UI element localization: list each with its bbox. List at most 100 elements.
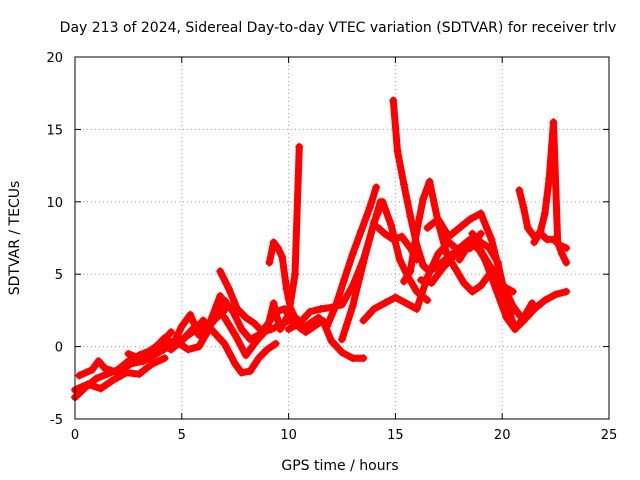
data-point-marker <box>476 209 485 218</box>
data-point-marker <box>220 296 229 305</box>
series-line <box>400 178 493 296</box>
data-point-marker <box>167 328 176 337</box>
data-point-marker <box>338 335 346 344</box>
data-point-marker <box>173 338 182 347</box>
data-point-marker <box>380 299 389 308</box>
x-tick-label: 25 <box>601 428 618 443</box>
y-axis-title: SDTVAR / TECUs <box>7 181 23 296</box>
data-point-marker <box>423 296 432 305</box>
data-point-marker <box>502 299 511 308</box>
data-point-marker <box>269 238 278 247</box>
data-point-marker <box>487 235 496 244</box>
data-point-marker <box>160 333 169 342</box>
data-point-marker <box>109 375 118 384</box>
data-point-marker <box>241 351 250 360</box>
data-point-marker <box>231 359 240 368</box>
data-point-marker <box>530 238 539 247</box>
x-axis-ticks: 0 5 10 15 20 25 <box>71 57 617 443</box>
data-point-marker <box>250 319 259 328</box>
y-tick-label: 20 <box>46 51 63 66</box>
data-point-marker <box>100 364 109 373</box>
data-point-marker <box>310 322 319 331</box>
data-point-marker <box>399 277 408 286</box>
data-point-marker <box>397 232 406 241</box>
data-point-marker <box>389 235 398 244</box>
data-point-marker <box>387 220 396 229</box>
data-point-marker <box>278 252 287 261</box>
data-point-marker <box>402 299 411 308</box>
data-point-marker <box>237 325 246 334</box>
data-point-marker <box>295 319 304 328</box>
data-point-marker <box>348 302 357 311</box>
data-point-marker <box>493 258 502 267</box>
data-point-marker <box>152 342 161 351</box>
data-point-marker <box>540 296 549 305</box>
data-point-marker <box>419 194 428 203</box>
data-point-marker <box>167 345 176 354</box>
data-point-marker <box>540 209 549 218</box>
data-point-marker <box>487 264 496 273</box>
data-point-marker <box>378 197 387 206</box>
data-point-marker <box>231 331 240 340</box>
data-point-marker <box>466 215 475 224</box>
data-point-marker <box>374 223 383 232</box>
x-tick-label: 15 <box>387 428 404 443</box>
data-point-marker <box>199 316 208 325</box>
series-track-07 <box>199 316 280 377</box>
series-track-22 <box>530 118 571 267</box>
chart-title: Day 213 of 2024, Sidereal Day-to-day VTE… <box>60 20 617 36</box>
data-point-marker <box>327 336 336 345</box>
data-point-marker <box>194 342 203 351</box>
data-point-marker <box>519 313 528 322</box>
data-point-marker <box>96 384 105 393</box>
series-line <box>221 143 303 359</box>
data-point-marker <box>476 238 485 247</box>
data-point-marker <box>417 275 426 284</box>
data-point-marker <box>357 226 366 235</box>
data-point-marker <box>282 284 291 293</box>
data-point-marker <box>444 232 453 241</box>
data-point-marker <box>545 174 554 183</box>
data-point-marker <box>406 212 415 221</box>
data-point-marker <box>515 186 524 195</box>
data-point-marker <box>528 299 537 308</box>
data-point-marker <box>412 304 421 313</box>
data-point-marker <box>246 335 255 344</box>
data-point-marker <box>135 354 144 363</box>
data-point-marker <box>476 281 485 290</box>
x-axis-title: GPS time / hours <box>281 458 398 474</box>
data-point-marker <box>523 223 532 232</box>
data-point-marker <box>434 215 443 224</box>
data-point-marker <box>508 287 517 296</box>
data-point-marker <box>359 316 368 325</box>
data-point-marker <box>449 252 458 261</box>
y-tick-label: 5 <box>55 268 63 283</box>
data-point-marker <box>558 249 567 258</box>
data-point-marker <box>209 328 218 337</box>
data-point-marker <box>216 267 225 276</box>
data-point-marker <box>459 278 468 287</box>
data-point-marker <box>113 368 122 377</box>
data-point-marker <box>220 313 229 322</box>
data-point-marker <box>124 349 133 358</box>
series-line <box>468 230 536 333</box>
data-point-marker <box>83 380 92 389</box>
series-line <box>338 198 431 343</box>
data-point-marker <box>372 183 381 192</box>
data-point-marker <box>340 275 349 284</box>
data-point-marker <box>395 255 404 264</box>
x-tick-label: 5 <box>178 428 186 443</box>
data-point-marker <box>147 359 156 368</box>
data-point-marker <box>476 229 485 238</box>
data-point-marker <box>536 226 545 235</box>
x-tick-label: 10 <box>280 428 297 443</box>
y-tick-label: 15 <box>46 123 63 138</box>
data-point-marker <box>562 287 571 296</box>
data-point-marker <box>553 238 562 247</box>
data-point-marker <box>160 354 169 363</box>
data-point-marker <box>359 258 368 267</box>
series-track-09 <box>220 142 304 360</box>
data-point-marker <box>359 354 368 363</box>
data-point-marker <box>551 290 560 299</box>
data-point-marker <box>455 223 464 232</box>
